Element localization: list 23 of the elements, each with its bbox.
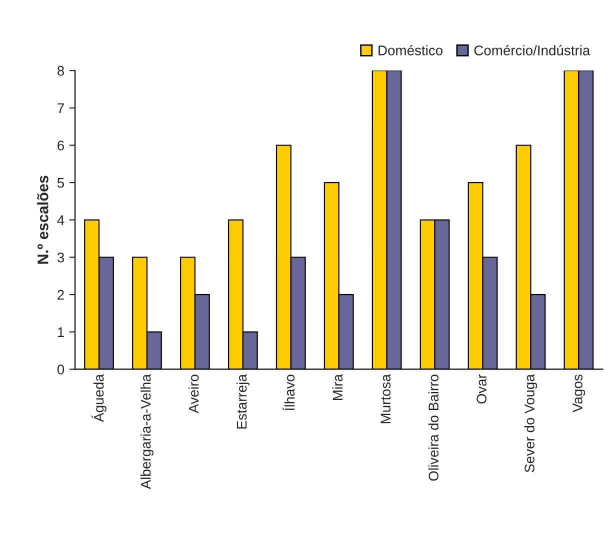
x-tick-label: Vagos: [572, 374, 586, 412]
x-tick-label: Ílhavo: [282, 374, 295, 410]
x-tick-label: Mira: [332, 374, 343, 400]
y-tick-label: 0: [57, 364, 64, 374]
y-tick-label: 2: [58, 290, 64, 300]
y-tick-label: 8: [57, 66, 64, 76]
y-tick-label: 4: [57, 215, 64, 225]
y-tick-label: 5: [57, 178, 64, 188]
x-tick-label: Albergaria-a-Velha: [140, 374, 154, 490]
x-tick-label: Murtosa: [380, 374, 391, 424]
legend-label: Doméstico: [378, 44, 442, 56]
x-tick-label: Sever do Vouga: [524, 374, 538, 472]
y-tick-label: 1: [58, 327, 64, 337]
y-tick-label: 7: [58, 103, 64, 113]
y-axis-title: N.º escalões: [37, 176, 48, 264]
x-tick-label: Aveiro: [188, 374, 199, 414]
y-tick-label: 3: [57, 252, 64, 262]
x-tick-label: Oliveira do Bairro: [428, 374, 439, 481]
legend-label: Comércio/Indústria: [474, 44, 590, 56]
y-tick-label: 6: [58, 140, 64, 150]
x-tick-label: Estarreja: [236, 374, 250, 429]
x-tick-label: Ovar: [476, 374, 486, 404]
x-tick-label: Águeda: [92, 374, 106, 422]
